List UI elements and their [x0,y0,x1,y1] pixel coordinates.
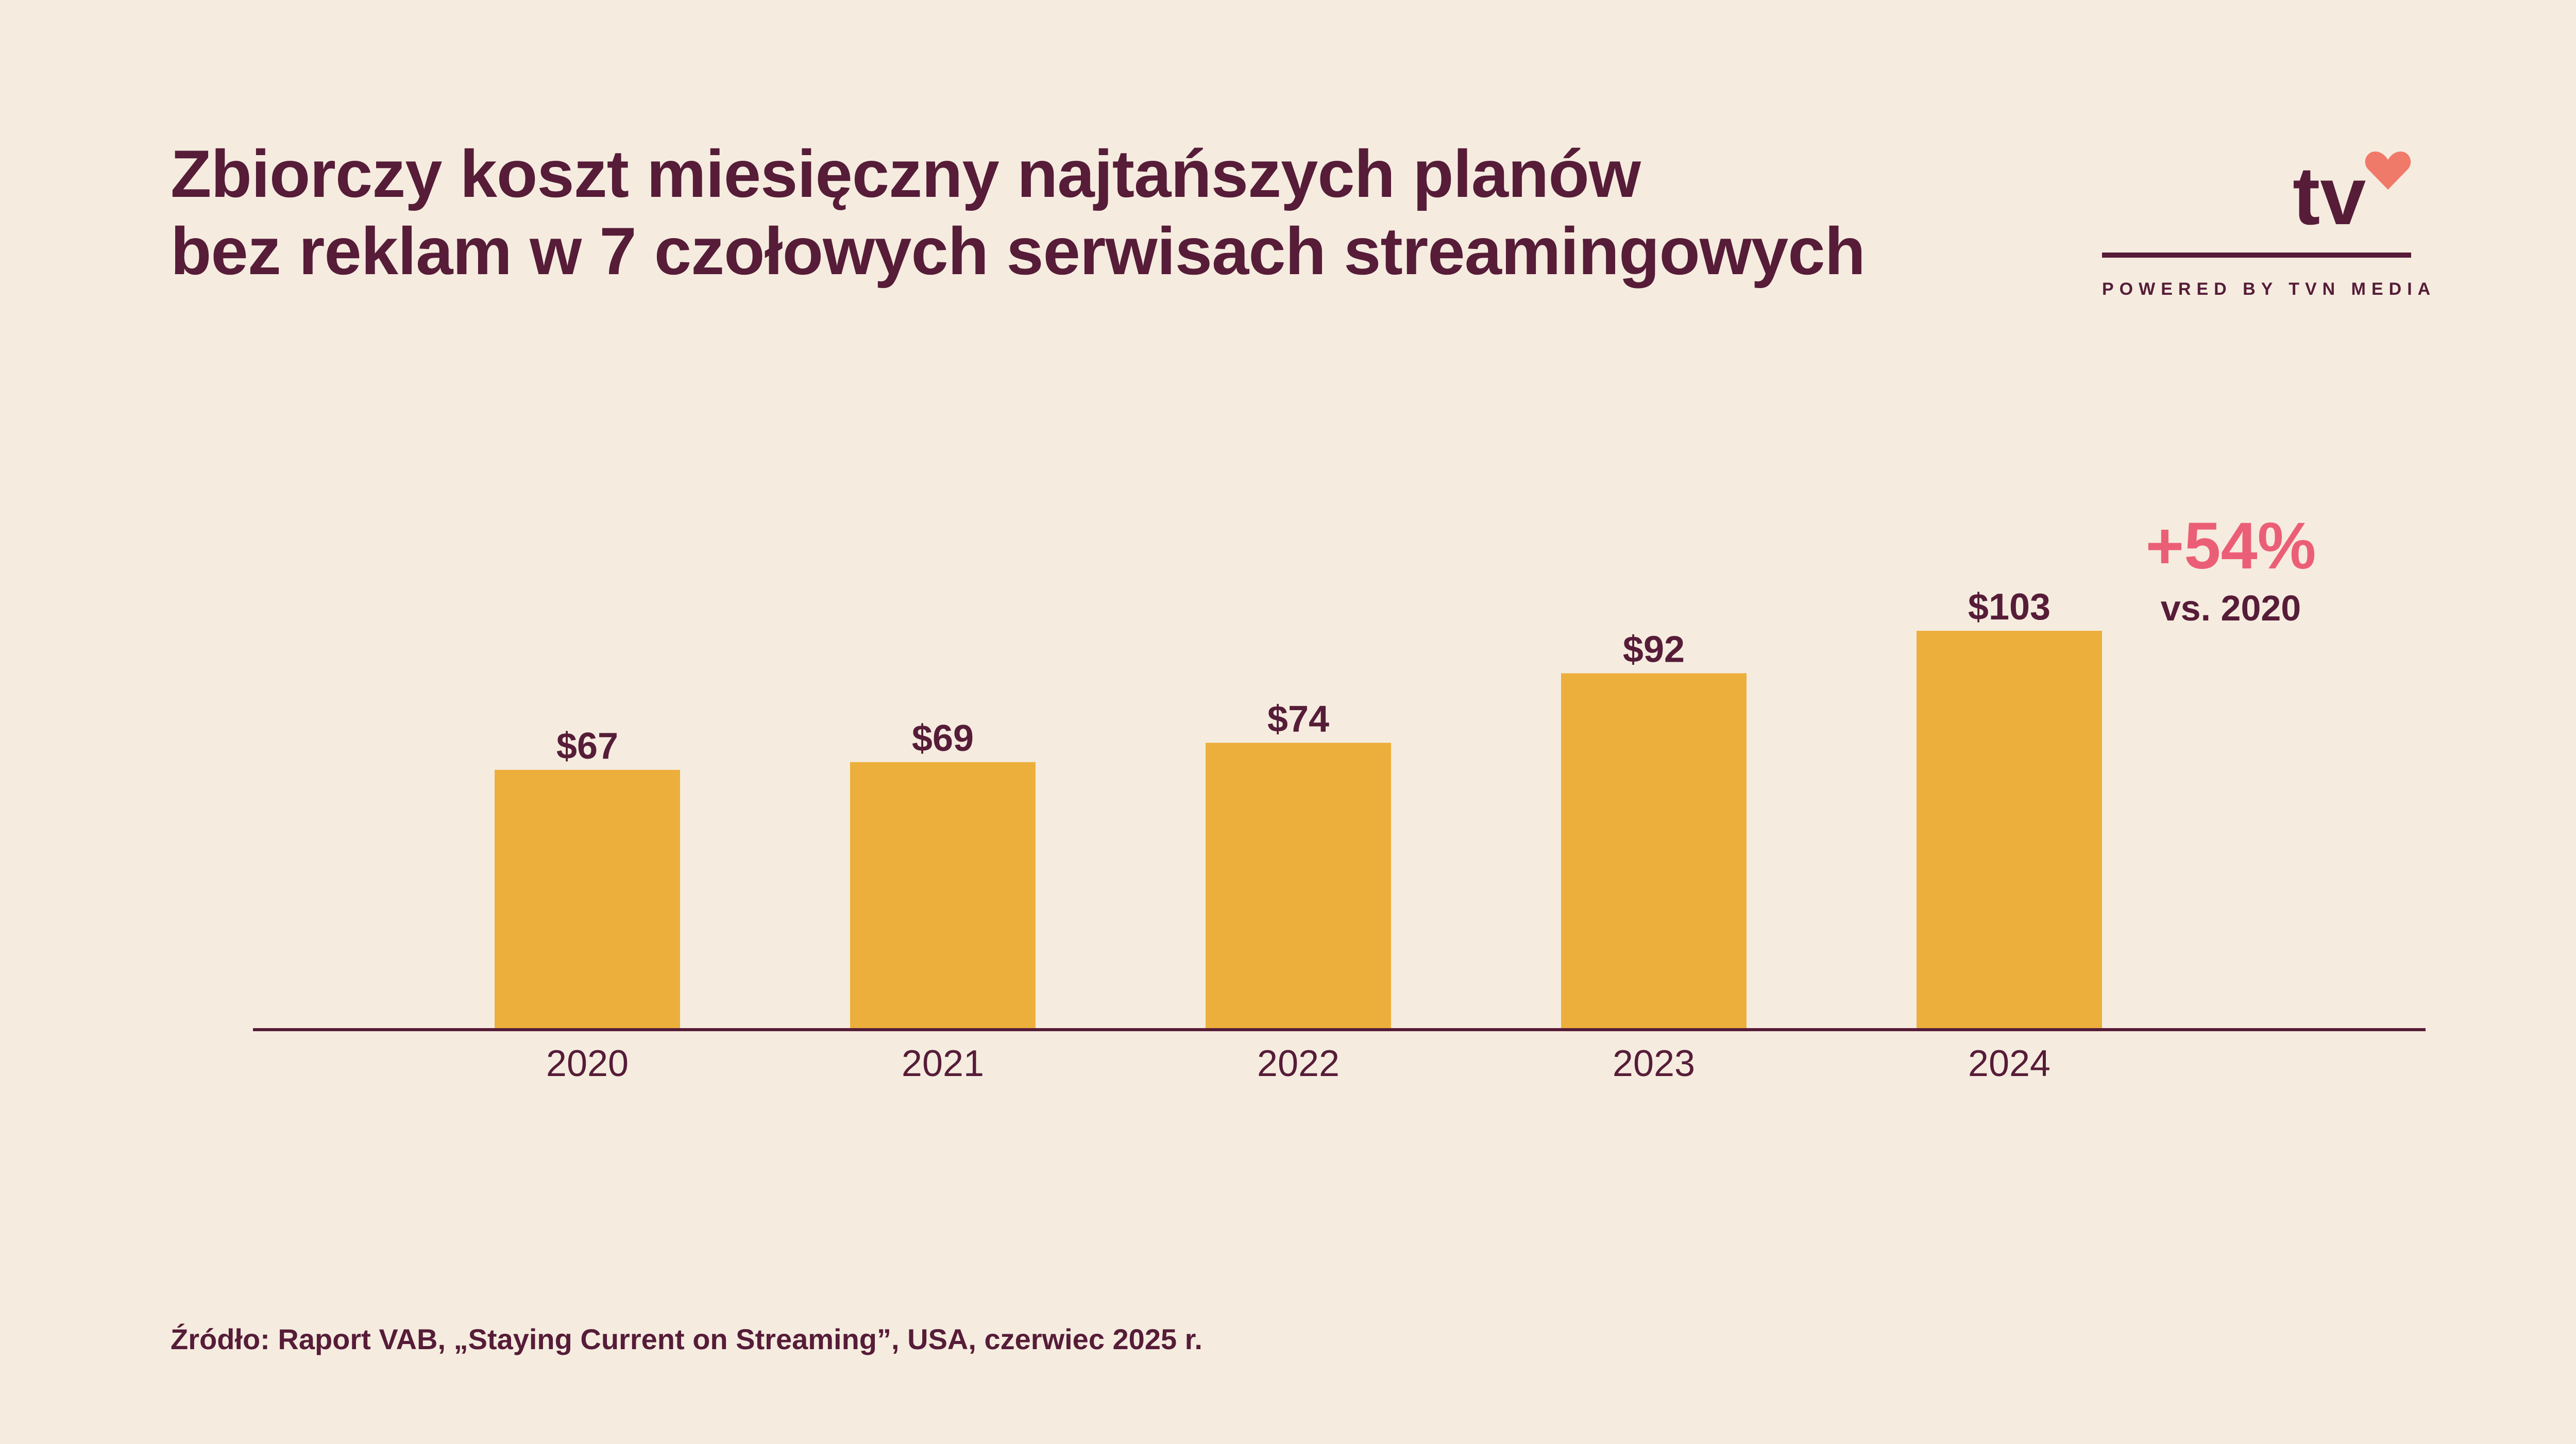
logo-wordmark: tv [2293,149,2366,242]
bars-layer [495,631,2102,1029]
growth-reference: vs. 2020 [2160,588,2301,628]
bar-2023 [1561,673,1747,1029]
bar-2024 [1917,631,2102,1029]
data-label-2020: $67 [556,726,618,767]
chart-title: Zbiorczy koszt miesięczny najtańszych pl… [171,135,2025,290]
data-label-2024: $103 [1968,586,2050,628]
bar-2022 [1206,743,1391,1029]
heart-icon [2365,152,2411,190]
data-labels-layer: $67 $69 $74 $92 $103 [556,586,2050,767]
x-tick-labels-layer: 2020 2021 2022 2023 2024 [546,1043,2050,1084]
growth-annotation: +54% [2145,509,2316,583]
x-tick-label-2024: 2024 [1968,1043,2050,1084]
title-line-1: Zbiorczy koszt miesięczny najtańszych pl… [171,136,1641,211]
x-tick-label-2021: 2021 [902,1043,984,1084]
bar-2021 [850,762,1036,1029]
x-tick-label-2023: 2023 [1613,1043,1695,1084]
x-tick-label-2022: 2022 [1257,1043,1340,1084]
brand-logo: tv POWERED BY TVN MEDIA [2102,144,2436,309]
title-line-2: bez reklam w 7 czołowych serwisach strea… [171,213,1866,289]
source-note: Źródło: Raport VAB, „Staying Current on … [171,1323,1202,1355]
data-label-2023: $92 [1623,629,1685,670]
data-label-2022: $74 [1267,698,1329,740]
logo-divider [2102,253,2411,258]
data-label-2021: $69 [912,718,974,759]
bar-2020 [495,769,680,1029]
x-tick-label-2020: 2020 [546,1043,629,1084]
logo-tagline: POWERED BY TVN MEDIA [2102,279,2436,299]
